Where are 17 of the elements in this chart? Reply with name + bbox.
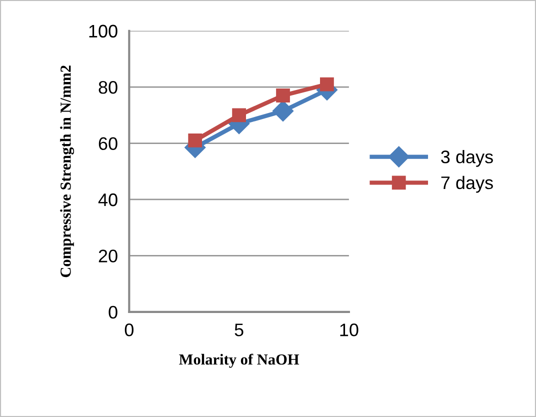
y-tick-label: 80 (98, 81, 118, 94)
x-tick-label: 0 (124, 324, 134, 336)
x-tick-label: 5 (234, 324, 244, 336)
x-tick-label: 10 (340, 324, 358, 336)
y-tick-label: 20 (98, 250, 118, 262)
y-tick-label: 60 (98, 137, 118, 150)
y-tick-label: 40 (98, 193, 118, 206)
point (232, 108, 246, 122)
y-tick-label: 0 (108, 306, 118, 319)
point (320, 77, 334, 92)
y-tick-label: 100 (89, 24, 118, 38)
point (276, 88, 290, 102)
x-axis-title: Molarity of NaOH (179, 354, 300, 368)
legend-label: 3 days (441, 150, 493, 167)
point (188, 134, 202, 148)
y-axis-title: Compressive Strength in N/mm2 (60, 66, 74, 278)
legend-label: 7 days (441, 176, 493, 193)
